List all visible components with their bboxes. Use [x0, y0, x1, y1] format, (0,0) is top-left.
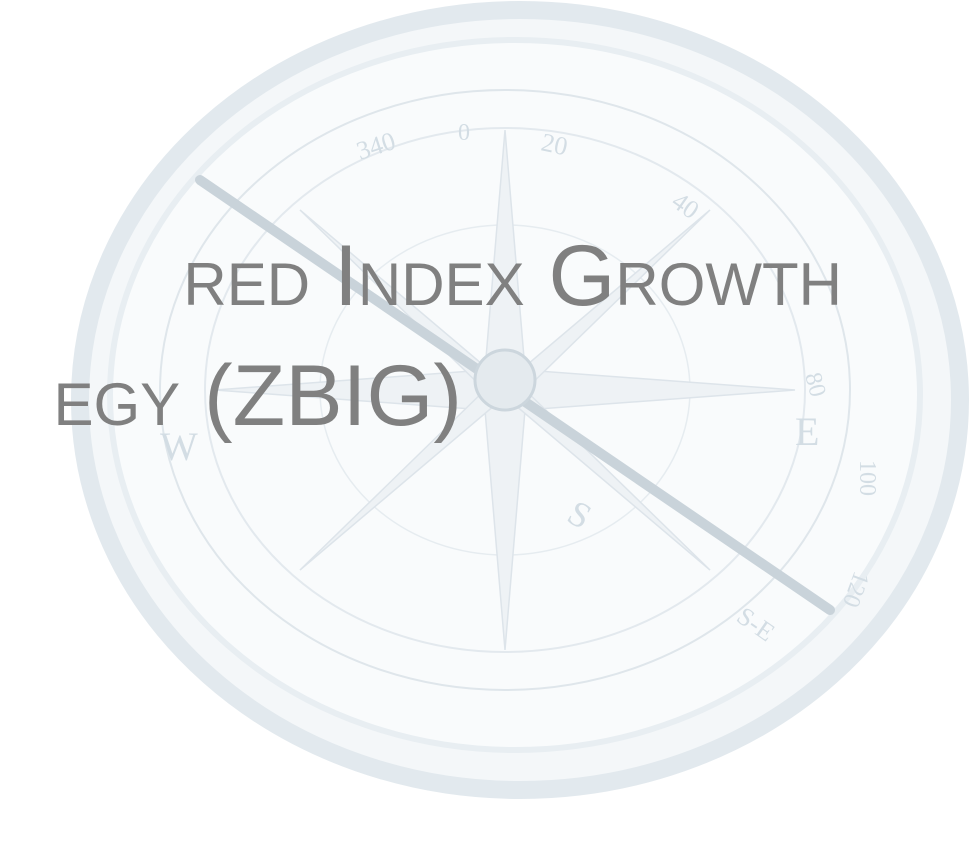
compass-label: E	[795, 409, 819, 454]
title-line: egy (ZBIG)	[53, 348, 462, 444]
compass-label: 100	[854, 460, 880, 496]
title-line: red Index Growth	[183, 228, 842, 324]
compass-label: 20	[539, 128, 570, 162]
compass-background	[71, 1, 969, 799]
compass-label: 0	[458, 120, 470, 146]
compass-label: W	[160, 424, 198, 469]
